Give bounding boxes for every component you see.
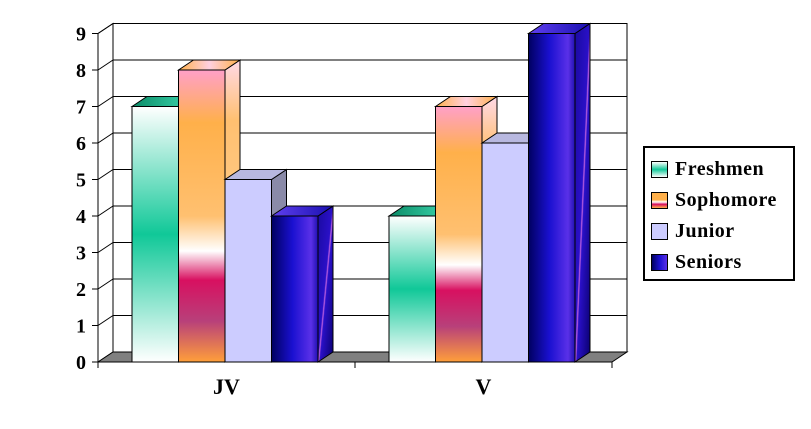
y-tick-label: 2 [76,279,86,301]
bar-seniors-v [526,22,592,363]
bar-top [176,59,242,71]
side-wall [97,22,114,363]
legend-label: Seniors [675,251,742,273]
x-axis-categories: JV V [97,362,613,399]
bar-seniors-jv [269,205,335,363]
freshmen-swatch [651,161,668,178]
junior-swatch [651,223,668,240]
gridline-side [97,169,114,180]
bars [130,22,592,363]
y-tick-label: 1 [76,316,86,338]
bar-side [317,205,334,363]
y-tick-label: 7 [76,97,86,119]
y-tick-label: 9 [76,24,86,46]
legend-label: Freshmen [675,158,765,180]
legend-item-freshmen: Freshmen [651,154,793,185]
bar-front [435,106,483,363]
legend-item-junior: Junior [651,216,793,247]
bar-front [388,215,436,363]
gridline-side [97,242,114,253]
y-tick-label: 6 [76,133,86,155]
bar-top [223,169,289,180]
x-category-label: JV [213,374,240,399]
gridline-side [97,278,114,290]
bar-front [528,33,576,363]
gridline-side [97,315,114,326]
bar-top [526,23,592,34]
legend: Freshmen Sophomore Junior Seniors [643,146,795,281]
legend-item-seniors: Seniors [651,247,793,278]
legend-label: Sophomore [675,189,777,211]
y-tick-label: 8 [76,60,86,82]
bar-front [131,106,179,363]
gridline-side [97,132,114,144]
gridline-side [97,96,114,107]
x-category-label: V [476,374,492,399]
bar-side [574,22,591,363]
sophomore-swatch [651,192,668,209]
bar-top [269,205,335,217]
bar-front [481,142,529,363]
bar-top [433,96,499,107]
seniors-swatch [651,254,668,271]
y-tick-label: 3 [76,243,86,265]
y-tick-label: 4 [76,206,86,228]
y-tick-label: 0 [76,352,86,374]
legend-item-sophomore: Sophomore [651,185,793,216]
gridline-side [97,23,114,34]
bar-front [271,215,319,363]
bar-front [178,69,226,363]
y-tick-label: 5 [76,170,86,192]
legend-label: Junior [675,220,735,242]
gridline-side [97,205,114,217]
y-axis-ticks: 0 1 2 3 4 5 6 7 8 9 [76,24,99,374]
gridline-side [97,59,114,71]
bar-front [224,179,272,363]
